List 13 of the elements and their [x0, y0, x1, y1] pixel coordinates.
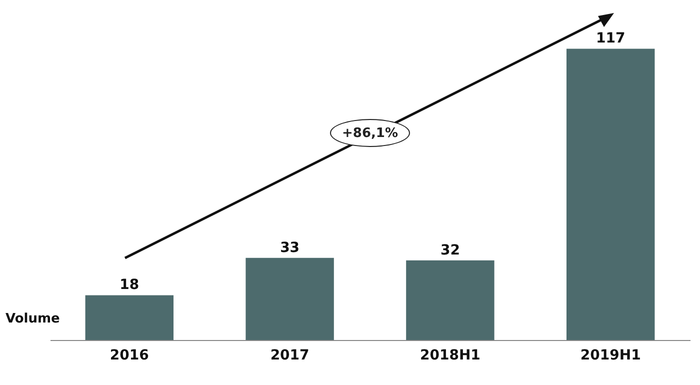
bar [85, 295, 174, 340]
y-axis-title: Volume [6, 312, 60, 326]
x-tick-label: 2017 [270, 348, 310, 364]
data-label: 33 [280, 240, 300, 256]
bar [406, 260, 494, 340]
x-tick-label: 2019H1 [580, 348, 641, 364]
data-label: 18 [120, 277, 140, 294]
bar [246, 258, 334, 340]
x-tick-label: 2018H1 [420, 348, 480, 364]
bar [566, 48, 655, 340]
data-label: 32 [440, 242, 460, 258]
data-label: 117 [596, 30, 626, 47]
x-tick-label: 2016 [110, 348, 149, 364]
